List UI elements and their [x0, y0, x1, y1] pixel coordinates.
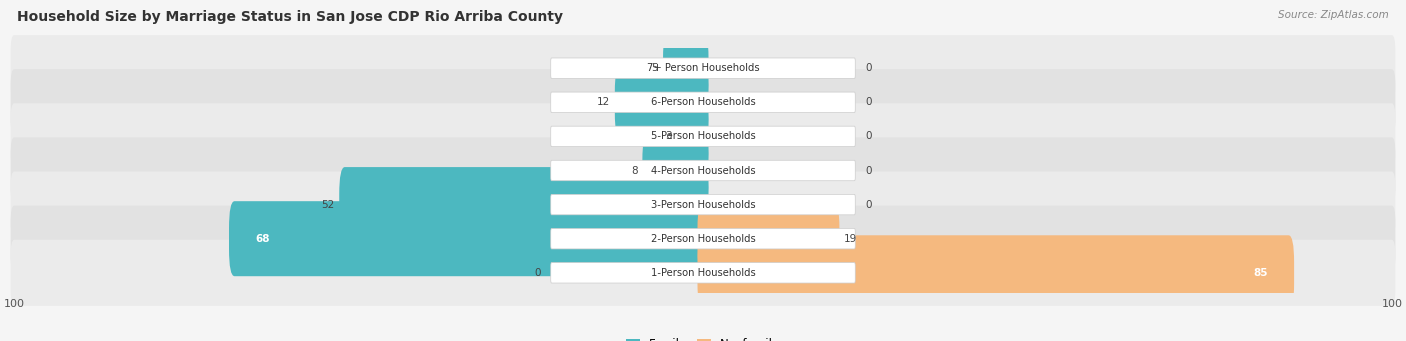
- Text: 3-Person Households: 3-Person Households: [651, 199, 755, 210]
- FancyBboxPatch shape: [697, 201, 839, 276]
- Text: 5: 5: [651, 63, 658, 73]
- FancyBboxPatch shape: [11, 69, 1395, 135]
- Text: 12: 12: [596, 97, 610, 107]
- Text: 4-Person Households: 4-Person Households: [651, 165, 755, 176]
- Text: 0: 0: [865, 131, 872, 142]
- Text: Household Size by Marriage Status in San Jose CDP Rio Arriba County: Household Size by Marriage Status in San…: [17, 10, 562, 24]
- FancyBboxPatch shape: [551, 263, 855, 283]
- FancyBboxPatch shape: [697, 235, 1294, 310]
- FancyBboxPatch shape: [11, 206, 1395, 272]
- Text: 2-Person Households: 2-Person Households: [651, 234, 755, 244]
- Text: 8: 8: [631, 165, 637, 176]
- Text: 7+ Person Households: 7+ Person Households: [647, 63, 759, 73]
- FancyBboxPatch shape: [11, 137, 1395, 204]
- FancyBboxPatch shape: [229, 201, 709, 276]
- Text: Source: ZipAtlas.com: Source: ZipAtlas.com: [1278, 10, 1389, 20]
- Text: 5-Person Households: 5-Person Households: [651, 131, 755, 142]
- FancyBboxPatch shape: [339, 167, 709, 242]
- FancyBboxPatch shape: [551, 228, 855, 249]
- Text: 0: 0: [865, 63, 872, 73]
- FancyBboxPatch shape: [11, 172, 1395, 238]
- Text: 0: 0: [865, 199, 872, 210]
- Text: 0: 0: [534, 268, 541, 278]
- Text: 1-Person Households: 1-Person Households: [651, 268, 755, 278]
- FancyBboxPatch shape: [551, 194, 855, 215]
- FancyBboxPatch shape: [643, 133, 709, 208]
- FancyBboxPatch shape: [551, 92, 855, 113]
- FancyBboxPatch shape: [551, 58, 855, 78]
- Text: 0: 0: [865, 97, 872, 107]
- Text: 3: 3: [665, 131, 672, 142]
- Legend: Family, Nonfamily: Family, Nonfamily: [621, 333, 785, 341]
- FancyBboxPatch shape: [11, 35, 1395, 101]
- FancyBboxPatch shape: [11, 240, 1395, 306]
- FancyBboxPatch shape: [551, 160, 855, 181]
- FancyBboxPatch shape: [664, 31, 709, 106]
- FancyBboxPatch shape: [11, 103, 1395, 169]
- Text: 19: 19: [844, 234, 858, 244]
- Text: 85: 85: [1253, 268, 1268, 278]
- Text: 0: 0: [865, 165, 872, 176]
- Text: 52: 52: [321, 199, 335, 210]
- FancyBboxPatch shape: [676, 99, 709, 174]
- Text: 6-Person Households: 6-Person Households: [651, 97, 755, 107]
- Text: 68: 68: [254, 234, 270, 244]
- FancyBboxPatch shape: [551, 126, 855, 147]
- FancyBboxPatch shape: [614, 65, 709, 140]
